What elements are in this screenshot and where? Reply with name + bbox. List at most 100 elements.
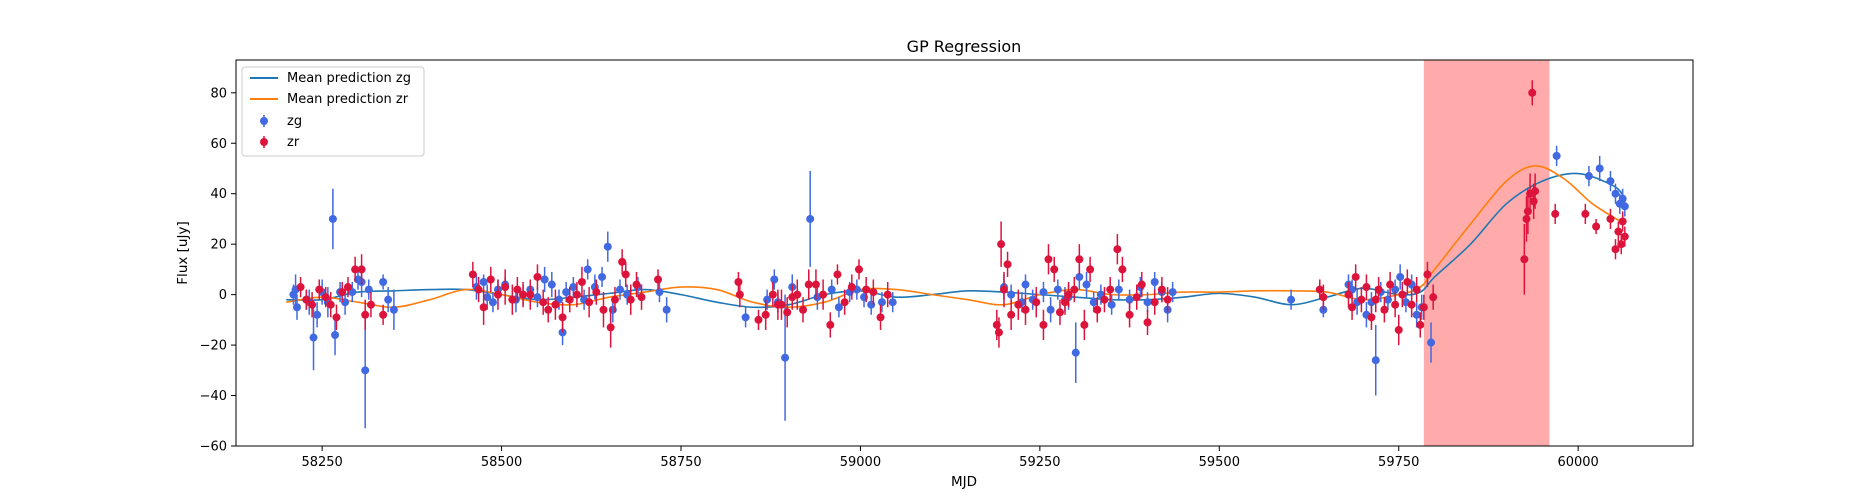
zr-point (1050, 256, 1059, 283)
zr-marker (768, 290, 777, 299)
zg-marker (1620, 202, 1629, 211)
zr-point (486, 266, 495, 293)
zr-point (1055, 299, 1064, 325)
zr-point (1581, 203, 1590, 224)
legend-label-zr: zr (287, 135, 300, 150)
zg-point (479, 274, 488, 290)
zg-marker (1007, 290, 1016, 299)
zg-point (1396, 264, 1405, 290)
zr-point (632, 271, 641, 298)
zr-point (1348, 294, 1357, 320)
zr-marker (315, 285, 324, 294)
zr-point (326, 292, 335, 318)
zg-marker (834, 303, 843, 312)
zr-marker (826, 320, 835, 329)
zg-point (615, 279, 624, 300)
zr-point (826, 312, 835, 338)
y-tick-label: 60 (210, 137, 227, 152)
zg-point (1039, 282, 1048, 303)
zr-marker (1374, 285, 1383, 294)
zr-marker (654, 275, 663, 284)
zg-point (1150, 271, 1159, 293)
zr-marker (1416, 320, 1425, 329)
zr-point (351, 256, 360, 283)
zg-marker (1071, 348, 1080, 357)
zr-point (1064, 282, 1073, 308)
zr-marker (1419, 303, 1428, 312)
zg-point (1595, 155, 1604, 182)
zr-marker (734, 278, 743, 287)
zr-marker (592, 288, 601, 297)
zg-marker (1287, 295, 1296, 304)
plot-frame (235, 59, 1694, 447)
zr-marker (811, 280, 820, 289)
zg-marker (1021, 280, 1030, 289)
zr-point (621, 261, 630, 288)
zr-point (493, 279, 502, 310)
y-tick-label: 40 (210, 187, 227, 202)
zr-point (1157, 276, 1166, 303)
legend-marker-zr (260, 136, 268, 148)
legend-dot (260, 138, 268, 146)
highlight-region (1423, 60, 1550, 446)
zr-marker (1344, 290, 1353, 299)
legend-label-zr-mean: Mean prediction zr (287, 92, 409, 107)
zr-point (1357, 287, 1366, 313)
zr-marker (1150, 298, 1159, 307)
zr-point (296, 276, 305, 298)
zr-marker (883, 290, 892, 299)
zr-marker (1611, 245, 1620, 254)
zr-point (819, 279, 828, 310)
zr-marker (361, 310, 370, 319)
zg-marker (1391, 285, 1400, 294)
zr-marker (1617, 240, 1626, 249)
zr-marker (833, 270, 842, 279)
zr-point (1080, 309, 1089, 341)
zg-point (1021, 274, 1030, 295)
zr-point (1391, 292, 1400, 318)
zr-point (1380, 297, 1389, 323)
zr-marker (296, 283, 305, 292)
zr-marker (519, 290, 528, 299)
zg-marker (1552, 151, 1561, 160)
zr-point (734, 271, 743, 293)
zr-marker (799, 305, 808, 314)
zr-point (366, 292, 375, 318)
zr-marker (1581, 209, 1590, 218)
zr-point (338, 282, 347, 303)
zr-marker (493, 290, 502, 299)
zr-point (1137, 271, 1146, 298)
zr-point (1362, 274, 1371, 300)
zr-point (539, 289, 548, 315)
zr-point (551, 289, 560, 320)
zr-marker (508, 295, 517, 304)
x-tick-label: 59750 (1378, 455, 1419, 470)
zr-point (654, 269, 663, 290)
zr-point (626, 284, 635, 315)
zr-point (1386, 271, 1395, 298)
zr-point (637, 284, 646, 310)
zg-marker (1107, 300, 1116, 309)
zr-point (533, 264, 542, 290)
zr-point (1416, 312, 1425, 338)
zg-point (877, 292, 886, 313)
zg-point (313, 302, 322, 328)
zg-marker (479, 278, 488, 287)
zr-point (513, 276, 522, 303)
zr-point (308, 292, 317, 318)
zg-point (1606, 171, 1615, 192)
zr-point (1620, 226, 1629, 247)
chart-title: GP Regression (907, 37, 1022, 56)
zr-marker (572, 290, 581, 299)
zr-point (361, 299, 370, 330)
zr-point (1344, 282, 1353, 308)
zg-point (1584, 165, 1593, 187)
x-tick-label: 60000 (1557, 455, 1598, 470)
zr-marker (793, 290, 802, 299)
zr-point (1528, 80, 1537, 106)
zr-point (1118, 256, 1127, 283)
zg-marker (328, 214, 337, 223)
zr-marker (351, 265, 360, 274)
zr-marker (632, 280, 641, 289)
zr-marker (1163, 295, 1172, 304)
